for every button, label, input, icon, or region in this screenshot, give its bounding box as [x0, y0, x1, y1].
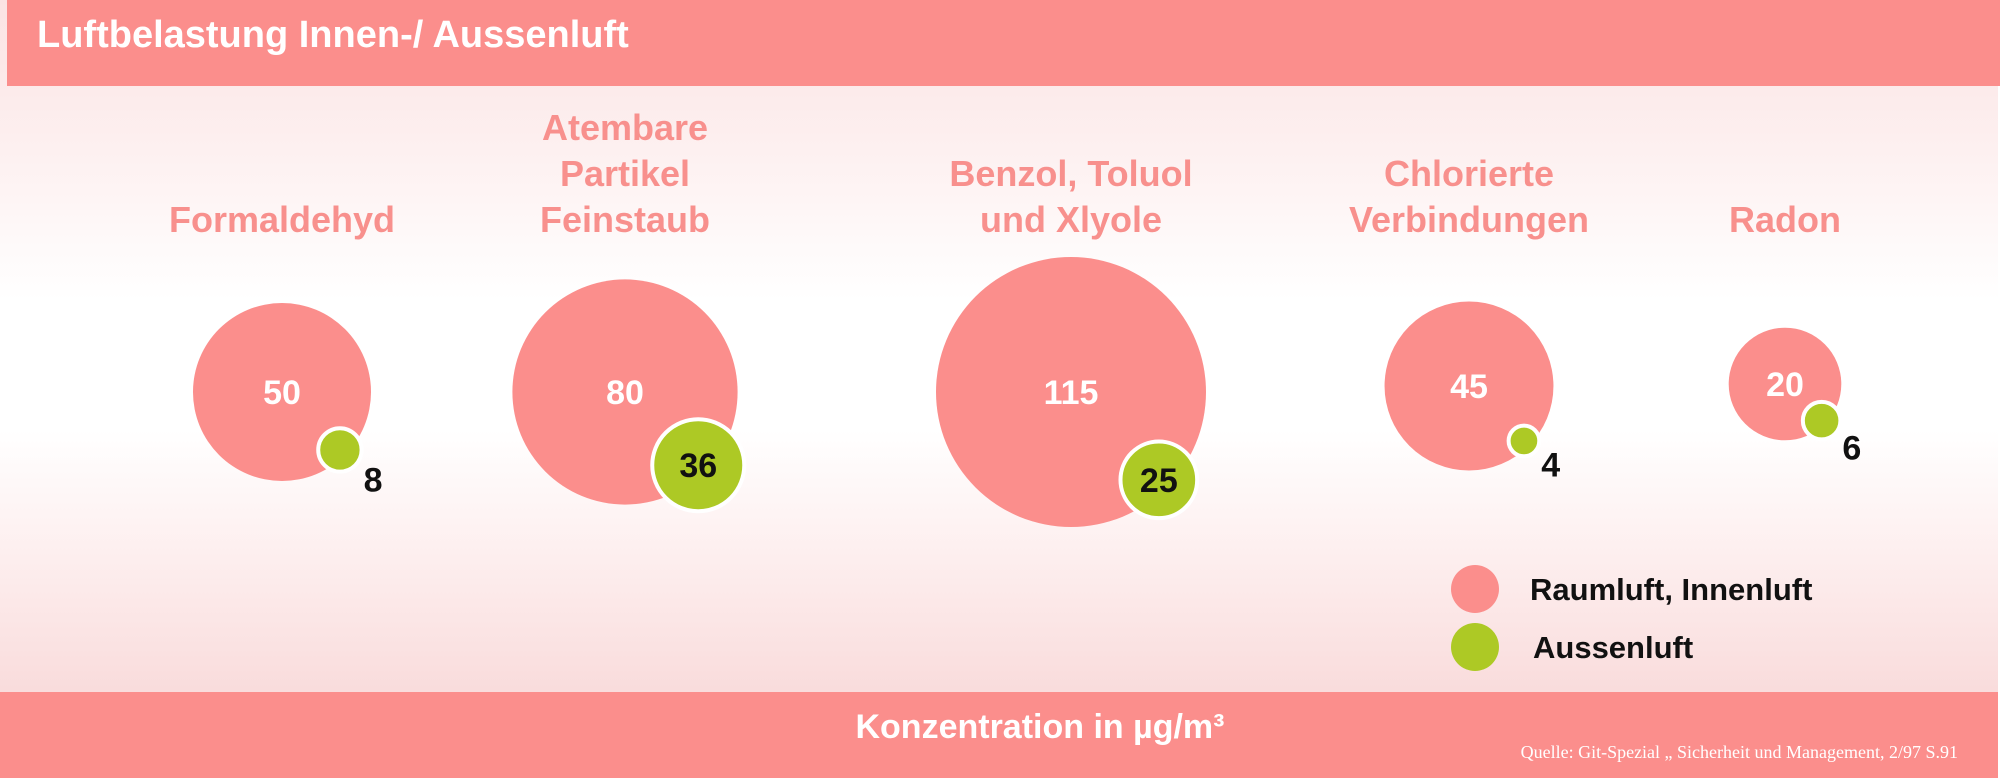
chart-title: Luftbelastung Innen-/ Aussenluft	[37, 14, 629, 56]
category-label-line: Atembare	[542, 107, 708, 148]
outdoor-bubble	[1800, 399, 1843, 442]
indoor-value-label: 80	[606, 374, 644, 412]
source-note: Quelle: Git-Spezial „ Sicherheit und Man…	[1520, 742, 1958, 762]
outdoor-bubble	[316, 426, 364, 474]
outdoor-value-label: 6	[1842, 429, 1861, 467]
outdoor-value-label: 8	[364, 462, 383, 500]
indoor-value-label: 50	[263, 374, 301, 412]
outdoor-value-label: 36	[679, 447, 717, 485]
legend-swatch-outdoor	[1451, 623, 1499, 671]
indoor-bubble	[1384, 301, 1554, 471]
category-label-line: Verbindungen	[1349, 199, 1589, 240]
legend-label-indoor: Raumluft, Innenluft	[1530, 572, 1812, 607]
indoor-value-label: 115	[1044, 374, 1099, 412]
footer-bar: Konzentration in µg/m³ Quelle: Git-Spezi…	[0, 692, 1998, 778]
category-label: Radon	[1729, 199, 1841, 240]
outdoor-bubble	[1506, 423, 1542, 459]
category-label-line: und Xlyole	[980, 199, 1162, 240]
x-axis-label: Konzentration in µg/m³	[855, 708, 1225, 746]
category-label-line: Radon	[1729, 199, 1841, 240]
category-label-line: Benzol, Toluol	[949, 153, 1192, 194]
outdoor-bubble	[650, 417, 747, 514]
outdoor-bubble	[1118, 439, 1200, 521]
outdoor-value-label: 4	[1541, 446, 1560, 484]
legend-swatch-indoor	[1451, 565, 1499, 613]
category-label-line: Partikel	[560, 153, 690, 194]
title-bar: Luftbelastung Innen-/ Aussenluft	[7, 0, 2000, 86]
category-label-line: Feinstaub	[540, 199, 710, 240]
indoor-value-label: 45	[1450, 368, 1488, 406]
category-label: Atembare Partikel Feinstaub	[540, 107, 710, 240]
category-label: Benzol, Toluol und Xlyole	[949, 153, 1192, 240]
category-label-line: Chlorierte	[1384, 153, 1554, 194]
category-label: Chlorierte Verbindungen	[1349, 153, 1589, 240]
indoor-value-label: 20	[1766, 366, 1804, 404]
category-label-line: Formaldehyd	[169, 199, 395, 240]
legend-label-outdoor: Aussenluft	[1533, 630, 1693, 665]
outdoor-value-label: 25	[1140, 462, 1178, 500]
category-label: Formaldehyd	[169, 199, 395, 240]
